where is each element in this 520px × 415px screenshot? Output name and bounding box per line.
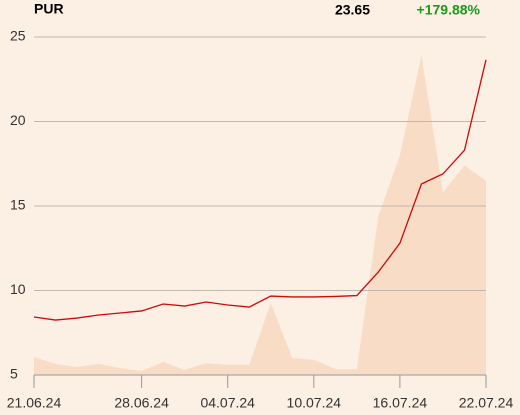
x-tick-label: 21.06.24	[7, 395, 62, 411]
x-tick-label: 28.06.24	[114, 395, 169, 411]
y-tick-label: 10	[10, 281, 26, 297]
chart-title: PUR	[34, 1, 64, 17]
price-line	[33, 59, 487, 321]
x-tick-label: 10.07.24	[287, 395, 342, 411]
x-tick-label: 16.07.24	[373, 395, 428, 411]
y-tick-label: 15	[10, 197, 26, 213]
y-tick-label: 5	[10, 366, 18, 382]
y-tick-label: 25	[10, 28, 26, 44]
y-tick-label: 20	[10, 112, 26, 128]
last-price: 23.65	[335, 2, 370, 18]
x-tick-label: 04.07.24	[200, 395, 255, 411]
price-change: +179.88%	[417, 2, 481, 18]
volume-area	[34, 55, 486, 376]
x-tick-label: 22.07.24	[459, 395, 514, 411]
